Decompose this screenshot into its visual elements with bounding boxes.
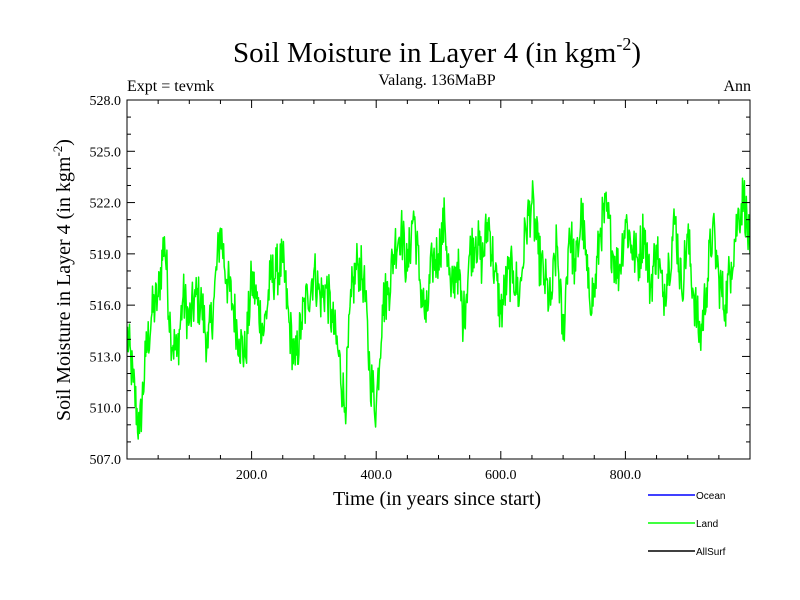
- legend-label-land: Land: [696, 519, 718, 530]
- y-axis-label: Soil Moisture in Layer 4 (in kgm-2): [50, 139, 75, 421]
- y-tick-label: 519.0: [90, 248, 122, 263]
- legend-label-ocean: Ocean: [696, 491, 725, 502]
- y-tick-label: 510.0: [90, 402, 122, 417]
- y-tick-label: 522.0: [90, 197, 122, 212]
- legend: Ocean Land AllSurf: [648, 491, 726, 558]
- x-axis-label: Time (in years since start): [333, 488, 541, 510]
- experiment-label: Expt = tevmk: [127, 78, 214, 95]
- legend-label-allsurf: AllSurf: [696, 547, 726, 558]
- y-tick-label: 513.0: [90, 350, 122, 365]
- season-label: Ann: [723, 78, 751, 95]
- y-axis-label-close: ): [53, 139, 75, 146]
- y-tick-label: 525.0: [90, 145, 122, 160]
- x-tick-label: 400.0: [360, 468, 392, 483]
- plot-frame: [126, 99, 751, 460]
- x-tick-label: 800.0: [610, 468, 642, 483]
- chart-title-exponent: -2: [616, 34, 631, 54]
- y-tick-label: 528.0: [90, 94, 122, 109]
- chart-title: Soil Moisture in Layer 4 (in kgm-2): [233, 34, 641, 69]
- chart-title-main: Soil Moisture in Layer 4 (in kgm: [233, 37, 617, 69]
- chart-title-close: ): [631, 37, 641, 69]
- y-axis-label-exponent: -2: [50, 146, 65, 157]
- x-tick-label: 600.0: [485, 468, 517, 483]
- y-tick-label: 516.0: [90, 299, 122, 314]
- y-axis-label-main: Soil Moisture in Layer 4 (in kgm: [53, 156, 75, 421]
- x-tick-label: 200.0: [236, 468, 268, 483]
- period-label: Valang. 136MaBP: [378, 72, 495, 89]
- series-line-land: [127, 177, 750, 440]
- y-tick-label: 507.0: [90, 453, 122, 468]
